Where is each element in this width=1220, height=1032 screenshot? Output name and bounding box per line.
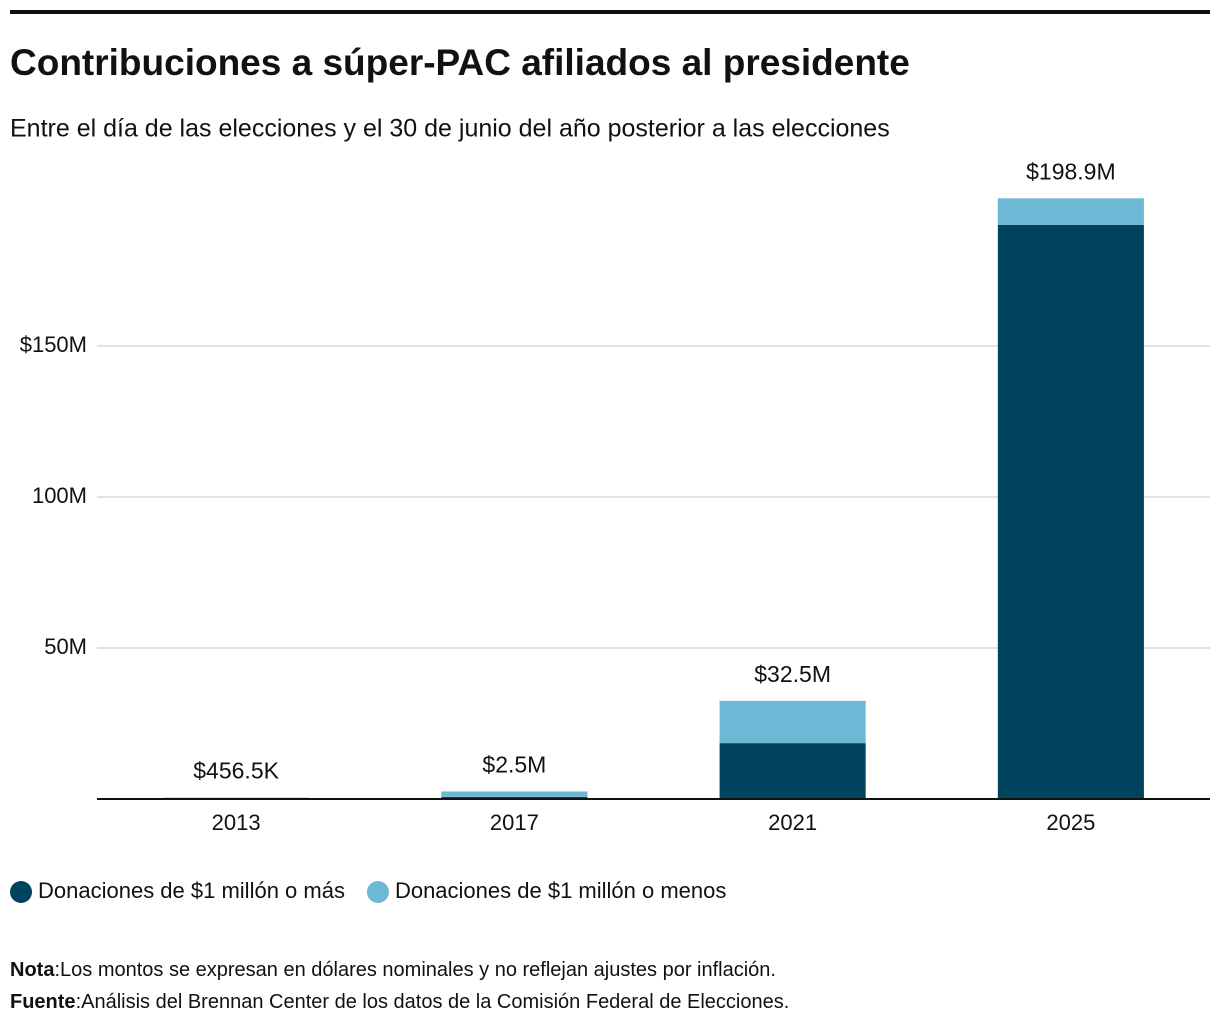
chart-title: Contribuciones a súper-PAC afiliados al … <box>10 42 910 83</box>
legend-label: Donaciones de $1 millón o más <box>38 878 345 903</box>
source: Fuente:Análisis del Brennan Center de lo… <box>10 991 789 1013</box>
legend-swatch <box>10 881 32 903</box>
legend-label: Donaciones de $1 millón o menos <box>395 878 726 903</box>
chart-subtitle: Entre el día de las elecciones y el 30 d… <box>10 115 890 143</box>
total-label: $456.5K <box>193 758 279 784</box>
note: Nota:Los montos se expresan en dólares n… <box>10 959 776 981</box>
source-text: :Análisis del Brennan Center de los dato… <box>76 991 790 1013</box>
source-label: Fuente <box>10 991 76 1013</box>
bar-segment <box>997 198 1144 225</box>
x-tick-label: 2025 <box>1046 810 1095 835</box>
y-tick-label: 50M <box>44 634 87 659</box>
bar-segment <box>441 796 588 799</box>
total-label: $32.5M <box>754 661 831 687</box>
note-label: Nota <box>10 959 55 981</box>
note-text: :Los montos se expresan en dólares nomin… <box>54 959 776 981</box>
bar-segment <box>719 700 866 744</box>
total-label: $2.5M <box>482 752 546 778</box>
bar-segment <box>441 791 588 797</box>
bar-segment <box>719 743 866 799</box>
total-label: $198.9M <box>1026 158 1116 184</box>
bar-segment <box>997 224 1144 799</box>
legend-swatch <box>366 881 389 903</box>
x-tick-label: 2021 <box>768 810 817 835</box>
y-tick-label: 100M <box>32 483 87 508</box>
top-rule <box>10 10 1210 14</box>
x-tick-label: 2013 <box>212 810 261 835</box>
x-tick-label: 2017 <box>490 810 539 835</box>
y-tick-label: $150M <box>20 332 87 357</box>
